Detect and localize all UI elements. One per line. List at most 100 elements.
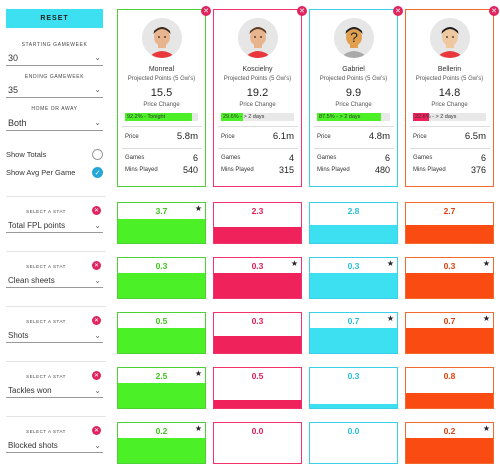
mins-played-value: 315 bbox=[278, 165, 294, 175]
price-label: Price bbox=[317, 134, 331, 140]
divider bbox=[314, 148, 394, 149]
player-card: Koscielny Projected Points (5 Gw's) 19.2… bbox=[213, 9, 302, 187]
stat-bar-fill bbox=[310, 328, 397, 353]
price-change-fill bbox=[125, 113, 193, 121]
divider bbox=[122, 126, 202, 127]
show-totals-option[interactable]: Show Totals bbox=[6, 149, 103, 160]
stat-value: 3.7 bbox=[155, 206, 168, 216]
stat-value-box: 0.2 ★ bbox=[405, 422, 494, 464]
projected-points-label: Projected Points (5 Gw's) bbox=[319, 76, 388, 82]
player-card: ? Gabriel Projected Points (5 Gw's) 9.9 … bbox=[309, 9, 398, 187]
select-stat-label: SELECT A STAT bbox=[26, 264, 66, 269]
stat-select[interactable]: Shots ⌄ bbox=[6, 329, 103, 343]
stat-value: 0.5 bbox=[251, 371, 264, 381]
stat-select-value: Total FPL points bbox=[8, 221, 66, 230]
price-label: Price bbox=[221, 134, 235, 140]
divider bbox=[218, 126, 298, 127]
stat-value-box: 0.3 ★ bbox=[405, 257, 494, 299]
stat-select[interactable]: Blocked shots ⌄ bbox=[6, 439, 103, 453]
remove-stat-icon[interactable]: ✕ bbox=[92, 206, 101, 215]
price-label: Price bbox=[125, 134, 139, 140]
remove-player-icon[interactable]: ✕ bbox=[297, 6, 307, 16]
chevron-down-icon: ⌄ bbox=[94, 441, 101, 450]
remove-stat-icon[interactable]: ✕ bbox=[92, 426, 101, 435]
starting-gameweek-select[interactable]: 30 ⌄ bbox=[6, 50, 103, 66]
stat-bar-fill bbox=[406, 328, 493, 353]
projected-points-value: 15.5 bbox=[150, 87, 173, 99]
stat-value: 0.2 bbox=[155, 426, 168, 436]
stat-bar-fill bbox=[214, 400, 301, 408]
remove-stat-icon[interactable]: ✕ bbox=[92, 316, 101, 325]
home-away-select[interactable]: Both ⌄ bbox=[6, 115, 103, 131]
stat-value: 0.7 bbox=[443, 316, 456, 326]
reset-button[interactable]: RESET bbox=[6, 9, 103, 28]
star-icon: ★ bbox=[482, 259, 490, 268]
stat-bar-fill bbox=[214, 273, 301, 298]
mins-played-label: Mins Played bbox=[413, 167, 446, 173]
stat-value-box: 2.5 ★ bbox=[117, 367, 206, 409]
show-avg-label: Show Avg Per Game bbox=[6, 168, 76, 177]
remove-player-icon[interactable]: ✕ bbox=[201, 6, 211, 16]
player-card: Monreal Projected Points (5 Gw's) 15.5 P… bbox=[117, 9, 206, 187]
remove-player-icon[interactable]: ✕ bbox=[489, 6, 499, 16]
stat-bar-fill bbox=[118, 438, 205, 463]
ending-gameweek-select[interactable]: 35 ⌄ bbox=[6, 82, 103, 98]
games-label: Games bbox=[317, 155, 337, 161]
projected-points-value: 9.9 bbox=[345, 87, 362, 99]
stat-bar-fill bbox=[310, 273, 397, 298]
price-change-text: 22.6% - > 2 days bbox=[415, 114, 457, 120]
player-face-icon bbox=[238, 18, 278, 58]
stat-select-value: Shots bbox=[8, 331, 29, 340]
stat-value-box: 0.3 bbox=[213, 312, 302, 354]
price-change-text: 92.2% - Tonight bbox=[127, 114, 166, 120]
stat-bar-fill bbox=[214, 336, 301, 353]
show-avg-option[interactable]: Show Avg Per Game ✓ bbox=[6, 167, 103, 178]
star-icon: ★ bbox=[194, 424, 202, 433]
star-icon: ★ bbox=[482, 424, 490, 433]
stat-value-box: 0.3 bbox=[309, 367, 398, 409]
stat-select-value: Clean sheets bbox=[8, 276, 55, 285]
stat-value: 0.3 bbox=[155, 261, 168, 271]
stat-value: 0.7 bbox=[347, 316, 360, 326]
remove-stat-icon[interactable]: ✕ bbox=[92, 261, 101, 270]
stat-select[interactable]: Tackles won ⌄ bbox=[6, 384, 103, 398]
star-icon: ★ bbox=[290, 259, 298, 268]
star-icon: ★ bbox=[386, 314, 394, 323]
stat-value: 0.3 bbox=[251, 261, 264, 271]
games-value: 4 bbox=[288, 153, 294, 163]
stat-value: 0.8 bbox=[443, 371, 456, 381]
select-stat-label: SELECT A STAT bbox=[26, 374, 66, 379]
stat-value-box: 0.0 bbox=[213, 422, 302, 464]
projected-points-value: 19.2 bbox=[246, 87, 269, 99]
stat-value-box: 0.5 bbox=[213, 367, 302, 409]
remove-player-icon[interactable]: ✕ bbox=[393, 6, 403, 16]
stat-select[interactable]: Total FPL points ⌄ bbox=[6, 219, 103, 233]
star-icon: ★ bbox=[386, 259, 394, 268]
player-name: Gabriel bbox=[342, 66, 365, 73]
chevron-down-icon: ⌄ bbox=[94, 276, 101, 285]
starting-gameweek-label: STARTING GAMEWEEK bbox=[21, 42, 88, 48]
show-totals-radio[interactable] bbox=[92, 149, 103, 160]
chevron-down-icon: ⌄ bbox=[94, 53, 101, 62]
star-icon: ★ bbox=[194, 369, 202, 378]
stat-select[interactable]: Clean sheets ⌄ bbox=[6, 274, 103, 288]
remove-stat-icon[interactable]: ✕ bbox=[92, 371, 101, 380]
games-label: Games bbox=[221, 155, 241, 161]
price-change-label: Price Change bbox=[239, 102, 276, 108]
stat-select-value: Tackles won bbox=[8, 386, 52, 395]
price-value: 6.5m bbox=[464, 131, 486, 142]
row-divider bbox=[6, 306, 106, 307]
chevron-down-icon: ⌄ bbox=[94, 386, 101, 395]
home-away-value: Both bbox=[8, 117, 27, 128]
divider bbox=[218, 148, 298, 149]
games-label: Games bbox=[125, 155, 145, 161]
show-totals-label: Show Totals bbox=[6, 150, 47, 159]
player-face-icon: ? bbox=[334, 18, 374, 58]
player-avatar: ? bbox=[334, 18, 374, 58]
stat-bar-fill bbox=[118, 219, 205, 243]
stat-bar-fill bbox=[406, 392, 493, 408]
stat-value-box: 0.7 ★ bbox=[309, 312, 398, 354]
show-avg-radio[interactable]: ✓ bbox=[92, 167, 103, 178]
stat-bar-fill bbox=[214, 227, 301, 243]
home-away-label: HOME OR AWAY bbox=[31, 106, 78, 112]
